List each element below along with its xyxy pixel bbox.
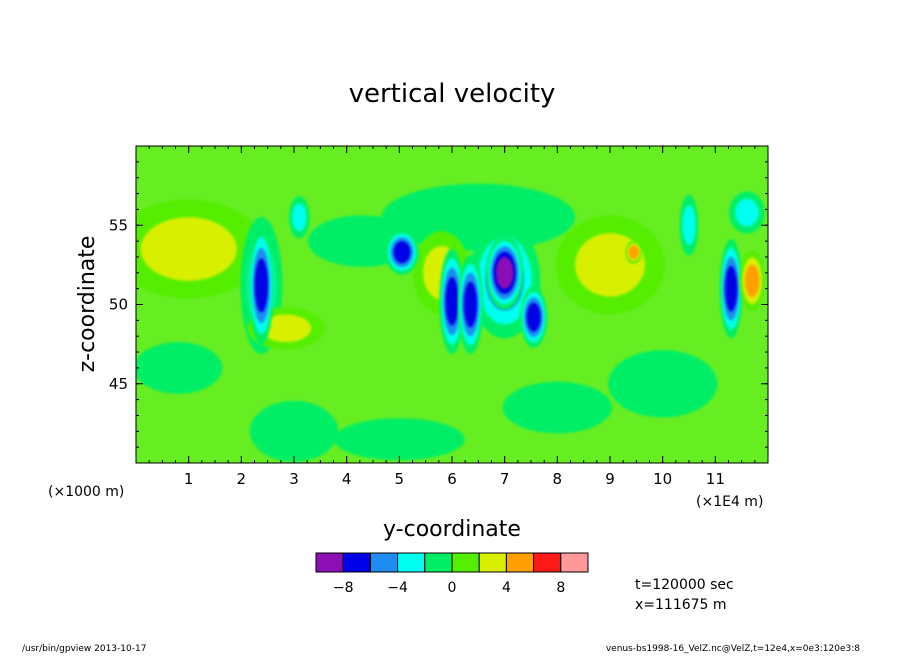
x-tick-label: 3 — [289, 470, 299, 488]
y-axis-ticks: 45 50 55 — [109, 145, 768, 464]
position-annotation: x=111675 m — [635, 597, 727, 613]
heatmap-cell — [381, 183, 576, 252]
heatmap-cell — [682, 205, 696, 246]
heatmap-cell — [334, 418, 465, 461]
heatmap-cell — [502, 381, 612, 434]
heatmap-cell — [292, 203, 307, 232]
heatmap-cell — [136, 342, 223, 394]
colorbar-swatch — [560, 552, 589, 573]
heatmap-features — [136, 183, 765, 462]
footer-left: /usr/bin/gpview 2013-10-17 — [22, 644, 146, 654]
time-annotation: t=120000 sec — [635, 577, 734, 593]
colorbar-labels: −8 −4 0 4 8 — [333, 580, 565, 596]
colorbar-swatch — [342, 552, 371, 573]
x-tick-label: 6 — [447, 470, 457, 488]
heatmap-cell — [735, 198, 759, 227]
colorbar-swatch — [369, 552, 399, 573]
heatmap-cell — [495, 256, 514, 289]
heatmap-cell — [261, 314, 312, 343]
colorbar-tick-label: 0 — [448, 580, 457, 596]
heatmap-cell — [744, 264, 760, 297]
x-tick-label: 1 — [184, 470, 194, 488]
colorbar-swatch — [505, 552, 535, 573]
chart-title: vertical velocity — [349, 79, 556, 109]
x-tick-label: 2 — [237, 470, 247, 488]
colorbar-swatch — [451, 552, 480, 573]
x-tick-label: 11 — [706, 470, 725, 488]
footer-right: venus-bs1998-16_VelZ.nc@VelZ,t=12e4,x=0e… — [606, 644, 860, 654]
y-axis-title: z-coordinate — [75, 236, 100, 373]
colorbar-tick-label: −8 — [333, 580, 354, 596]
y-tick-label: 55 — [109, 216, 128, 234]
colorbar-swatch — [397, 552, 426, 573]
colorbar-tick-label: 8 — [556, 580, 565, 596]
heatmap-cell — [463, 281, 478, 328]
heatmap-cell — [628, 245, 639, 259]
colorbar-tick-label: −4 — [387, 580, 408, 596]
x-tick-label: 8 — [553, 470, 563, 488]
heatmap-cell — [249, 400, 339, 462]
x-tick-label: 9 — [605, 470, 615, 488]
heatmap-cell — [393, 241, 411, 264]
colorbar — [315, 552, 589, 573]
colorbar-tick-label: 4 — [502, 580, 511, 596]
x-unit-left: (×1000 m) — [48, 484, 124, 500]
heatmap-cell — [608, 350, 718, 418]
colorbar-swatch — [478, 552, 507, 573]
colorbar-swatch — [315, 552, 344, 573]
x-axis-title: y-coordinate — [383, 517, 521, 542]
x-unit-right: (×1E4 m) — [696, 494, 763, 510]
x-axis-ticks: 1 2 3 4 5 6 7 8 9 10 11 — [135, 146, 769, 488]
x-tick-label: 5 — [395, 470, 405, 488]
heatmap-cell — [526, 302, 541, 332]
heatmap-cell — [140, 217, 237, 281]
heatmap-cell — [724, 265, 738, 312]
colorbar-swatch — [424, 552, 453, 573]
colorbar-swatch — [533, 552, 562, 573]
heatmap-cell — [254, 258, 268, 313]
x-tick-label: 4 — [342, 470, 352, 488]
heatmap-cell — [445, 277, 459, 326]
x-tick-label: 7 — [500, 470, 510, 488]
y-tick-label: 45 — [109, 375, 128, 393]
y-tick-label: 50 — [109, 296, 128, 314]
x-tick-label: 10 — [653, 470, 672, 488]
heatmap-field — [136, 146, 768, 463]
